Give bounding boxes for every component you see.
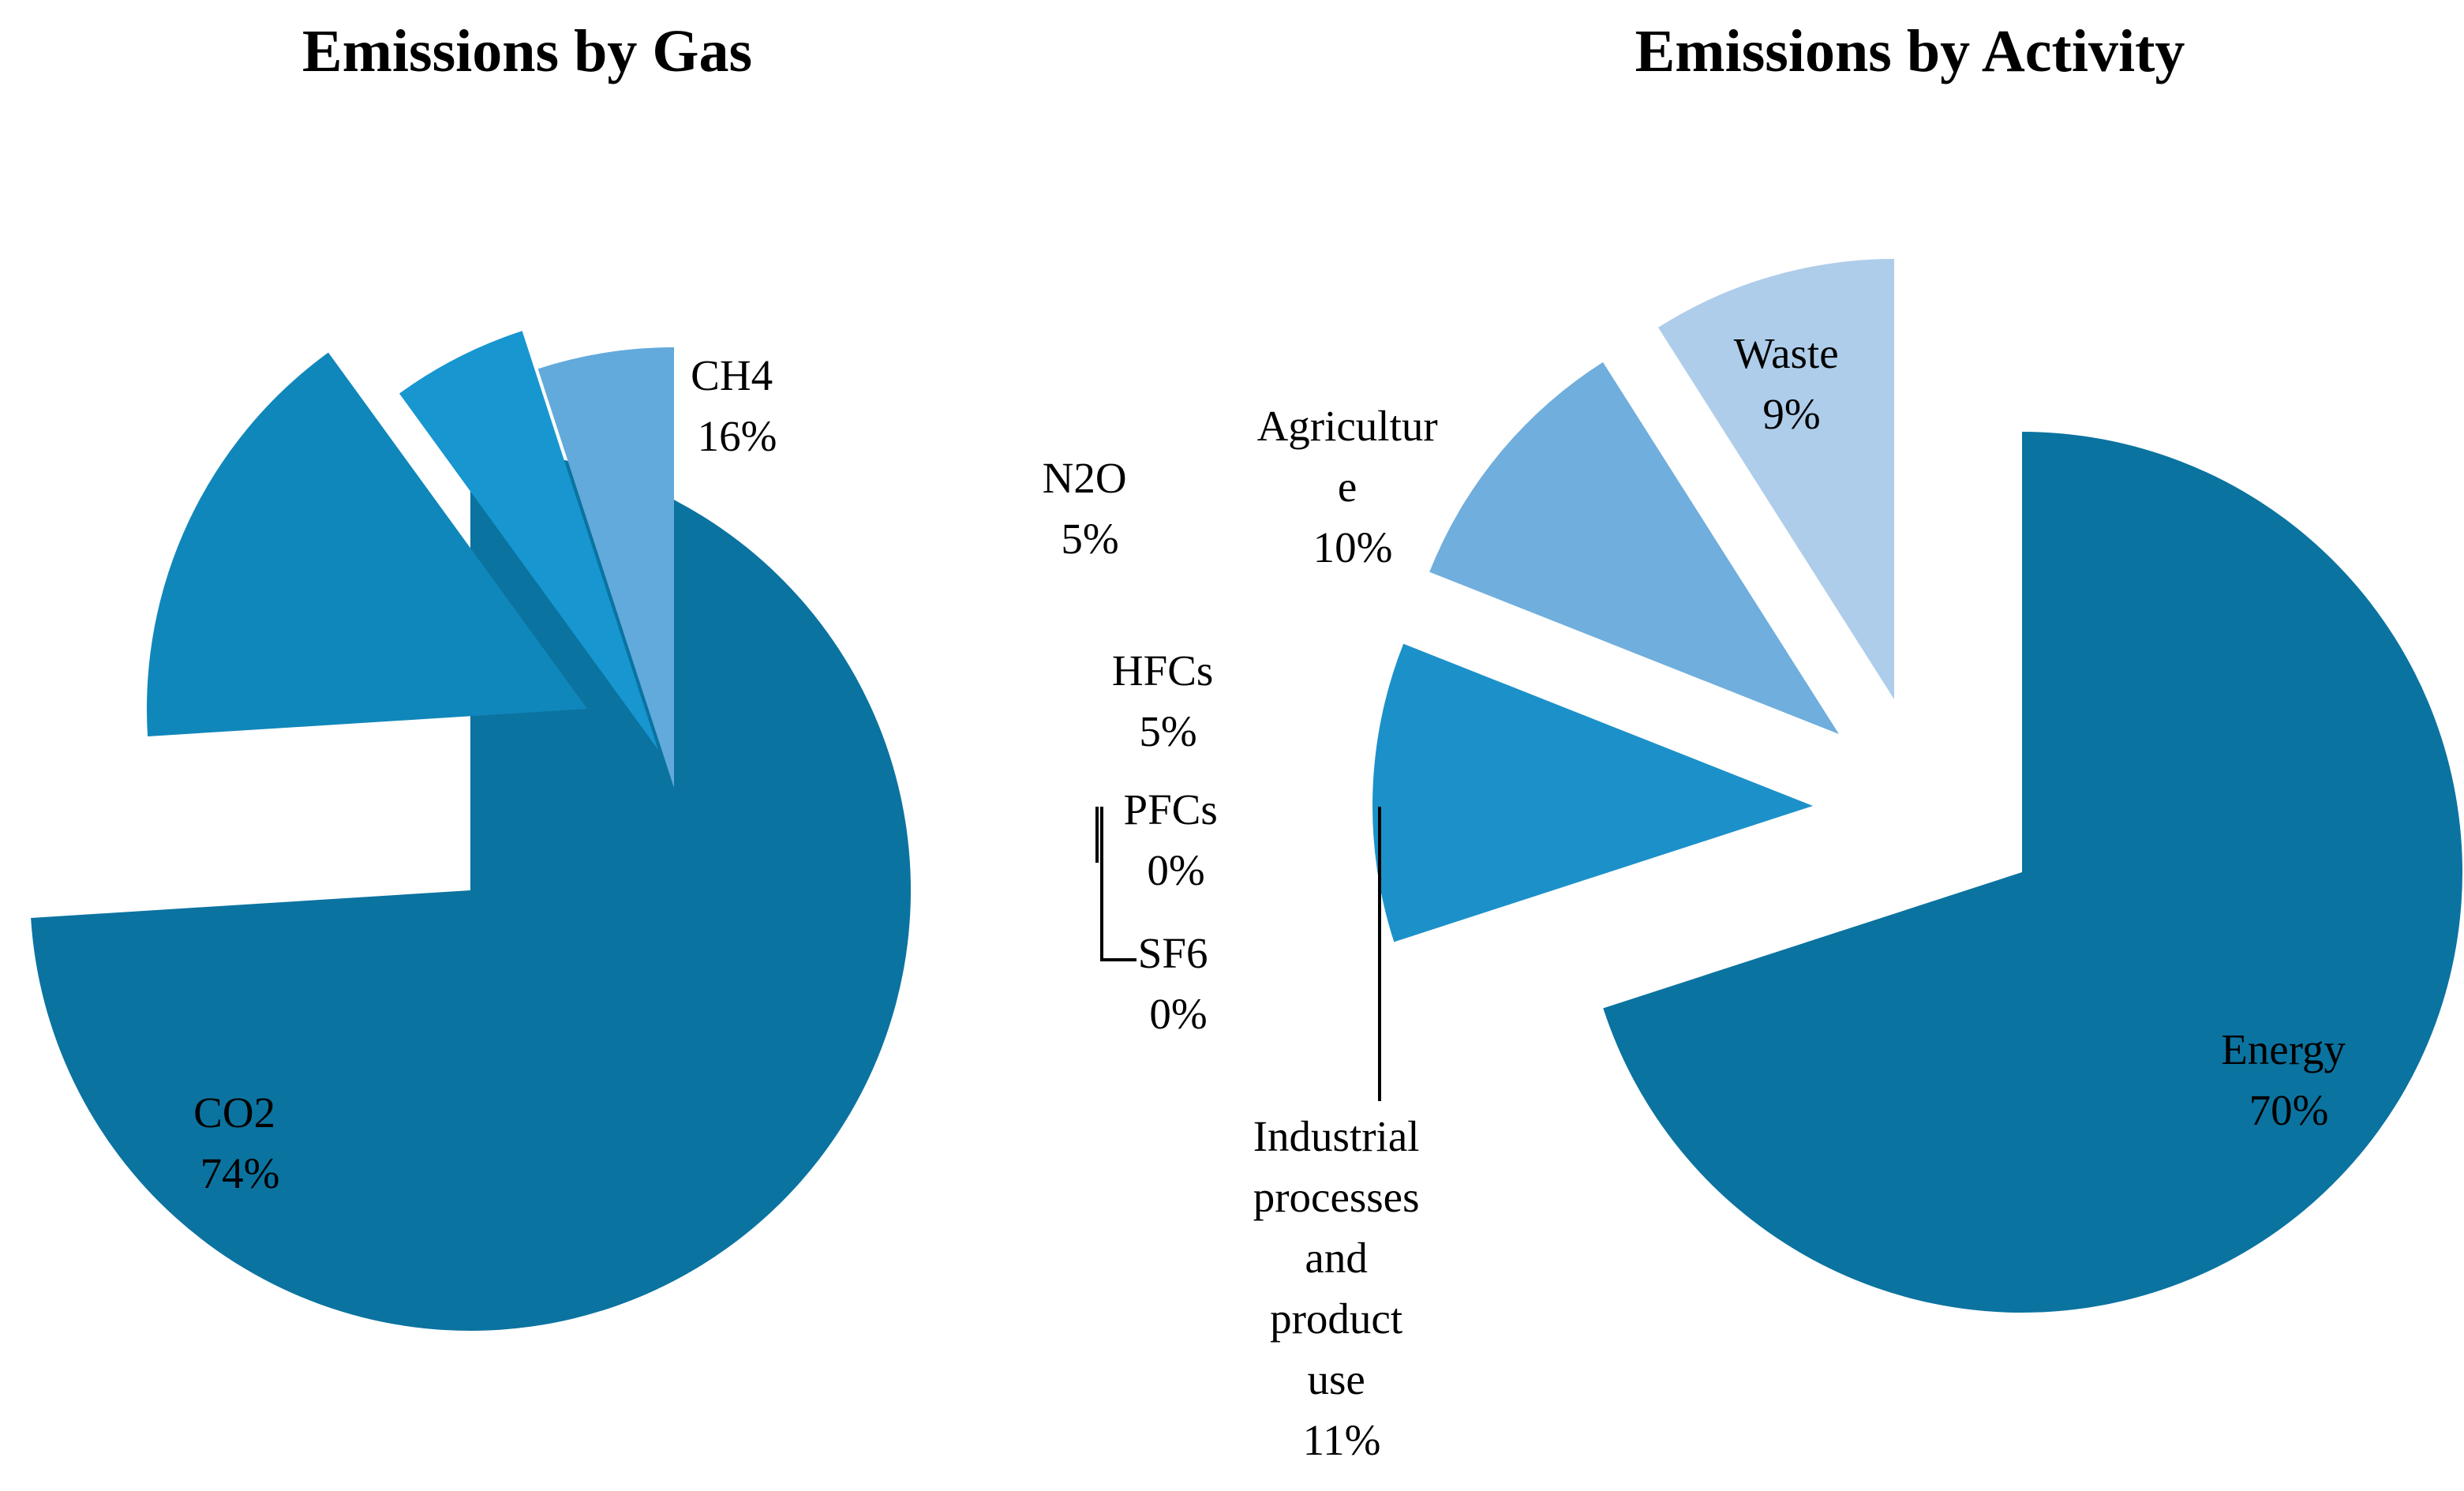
activity-label-industrial-line4: product [1270, 1294, 1402, 1343]
activity-label-industrial-value: 11% [1303, 1416, 1381, 1464]
activity-pie-chart: Emissions by Activity Energy 70% Industr… [1253, 18, 2462, 1464]
gas-label-n2o-value: 5% [1061, 515, 1118, 563]
gas-label-n2o: N2O 5% [1043, 454, 1138, 563]
activity-label-agriculture-value: 10% [1313, 523, 1393, 571]
activity-label-agriculture-line2: e [1338, 463, 1357, 511]
activity-slice-industrial [1372, 643, 1813, 942]
activity-slice-agriculture [1429, 362, 1839, 734]
gas-label-hfcs-name: HFCs [1112, 646, 1213, 695]
gas-label-pfcs: PFCs 0% [1123, 785, 1228, 894]
gas-label-sf6-value: 0% [1149, 990, 1207, 1038]
gas-slice-hfcs [537, 347, 674, 788]
activity-label-energy-name: Energy [2221, 1025, 2346, 1073]
gas-pie-chart: Emissions by Gas CO2 74% CH4 16% N2O 5% … [31, 18, 1228, 1331]
gas-label-ch4: CH4 16% [691, 351, 784, 460]
activity-slice-energy [1603, 432, 2462, 1313]
activity-label-waste-name: Waste [1734, 329, 1839, 377]
activity-label-agriculture: Agricultur e 10% [1257, 402, 1449, 571]
activity-label-waste: Waste 9% [1734, 329, 1850, 438]
gas-label-co2-name: CO2 [193, 1088, 275, 1137]
gas-label-ch4-name: CH4 [691, 351, 773, 399]
activity-label-industrial-line3: and [1305, 1234, 1367, 1282]
gas-label-ch4-value: 16% [698, 412, 777, 460]
gas-label-n2o-name: N2O [1043, 454, 1127, 502]
activity-label-industrial-line1: Industrial [1253, 1112, 1420, 1160]
activity-label-agriculture-line1: Agricultur [1257, 402, 1438, 450]
activity-slice-waste [1658, 259, 1894, 699]
activity-label-industrial-line2: processes [1253, 1173, 1420, 1221]
activity-label-energy-value: 70% [2249, 1086, 2329, 1134]
gas-slice-co2 [31, 449, 912, 1331]
activity-label-industrial-line5: use [1307, 1355, 1365, 1403]
gas-slice-ch4 [147, 352, 587, 736]
gas-label-pfcs-name: PFCs [1123, 785, 1217, 834]
gas-label-co2: CO2 74% [193, 1088, 286, 1197]
activity-label-industrial: Industrial processes and product use 11% [1253, 1112, 1431, 1464]
gas-chart-title: Emissions by Gas [302, 18, 752, 84]
gas-slice-n2o [399, 331, 658, 750]
gas-label-hfcs: HFCs 5% [1112, 646, 1224, 755]
gas-label-sf6-name: SF6 [1138, 929, 1208, 977]
gas-label-sf6: SF6 0% [1138, 929, 1219, 1038]
gas-label-pfcs-value: 0% [1147, 846, 1204, 894]
activity-chart-title: Emissions by Activity [1635, 18, 2185, 84]
gas-label-hfcs-value: 5% [1139, 707, 1196, 755]
gas-label-co2-value: 74% [200, 1149, 280, 1197]
sf6-leader-line [1100, 807, 1137, 961]
activity-label-energy: Energy 70% [2221, 1025, 2357, 1134]
activity-label-waste-value: 9% [1762, 390, 1820, 438]
